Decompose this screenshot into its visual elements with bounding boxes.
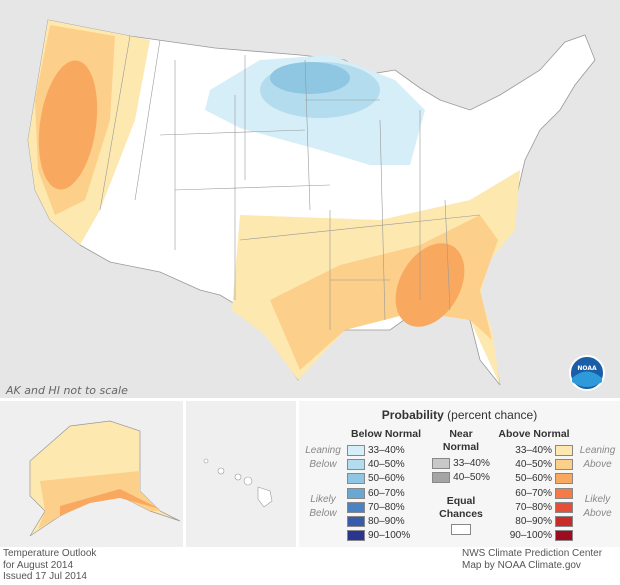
legend-label: 50–60% <box>368 473 405 485</box>
legend-swatch <box>555 501 573 513</box>
legend-swatch <box>347 487 365 499</box>
us-map: NOAA <box>0 0 620 398</box>
alaska-inset <box>0 401 183 547</box>
legend-label: 40–50% <box>453 471 490 483</box>
legend-row-above: 33–40% <box>495 443 573 457</box>
legend-label: 40–50% <box>368 458 405 470</box>
legend-label: 90–100% <box>368 530 411 542</box>
footer-left: Temperature Outlook for August 2014 Issu… <box>3 548 96 583</box>
legend-row-below: 40–50% <box>347 457 425 471</box>
equal-chances-swatch <box>451 523 471 535</box>
above-50-60-west <box>38 60 98 190</box>
above-normal-column: Above Normal 33–40% 40–50% 50–60% 60–70% 70–… <box>495 428 573 543</box>
state-borders <box>99 35 481 330</box>
legend-title: Probability (percent chance) <box>299 408 620 422</box>
legend-swatch <box>347 516 365 528</box>
legend-swatch <box>347 473 365 485</box>
legend-row-below: 60–70% <box>347 486 425 500</box>
outlook-title: Temperature Outlook <box>3 548 97 559</box>
legend-swatch <box>347 530 365 542</box>
legend-row-below: 80–90% <box>347 514 425 528</box>
legend-swatch <box>347 501 365 513</box>
below-50-60-north <box>270 62 350 94</box>
legend-swatch <box>555 487 573 499</box>
legend-label: 40–50% <box>515 458 552 470</box>
issued-date: Issued 17 Jul 2014 <box>3 571 87 582</box>
legend-swatch <box>347 444 365 456</box>
legend-row-below: 50–60% <box>347 472 425 486</box>
legend-swatch <box>555 530 573 542</box>
conus-map-svg: NOAA <box>27 19 605 391</box>
legend-row-above: 50–60% <box>495 472 573 486</box>
legend-row-below: 70–80% <box>347 500 425 514</box>
legend-row-above: 70–80% <box>495 500 573 514</box>
legend-label: 80–90% <box>368 516 405 528</box>
source-credit: NWS Climate Prediction Center <box>462 548 603 559</box>
legend-label: 70–80% <box>515 501 552 513</box>
legend-swatch <box>555 458 573 470</box>
alaska-map <box>29 420 181 537</box>
legend-title-rest: (percent chance) <box>443 408 538 422</box>
legend-swatch <box>555 444 573 456</box>
legend-label: 60–70% <box>368 487 405 499</box>
legend-row-above: 80–90% <box>495 514 573 528</box>
legend-swatch <box>432 457 451 469</box>
legend-swatch <box>555 516 573 528</box>
outlook-period: for August 2014 <box>3 559 74 571</box>
legend-row-above: 40–50% <box>495 457 573 471</box>
above-normal-heading: Above Normal <box>498 428 570 440</box>
footer-right: NWS Climate Prediction Center Map by NOA… <box>462 548 602 571</box>
below-normal-column: Below Normal 33–40% 40–50% 50–60% 60–70% 70–… <box>347 428 425 543</box>
legend-row-below: 33–40% <box>347 443 425 457</box>
scale-note: AK and HI not to scale <box>6 384 128 397</box>
above-50-60-south <box>395 243 465 327</box>
legend-label: 60–70% <box>515 487 552 499</box>
legend: Probability (percent chance) Below Norma… <box>299 401 620 547</box>
noaa-logo: NOAA <box>569 355 605 391</box>
equal-chances-heading: Equal Chances <box>439 494 483 520</box>
legend-label: 50–60% <box>515 473 552 485</box>
legend-swatch <box>555 473 573 485</box>
legend-label: 70–80% <box>368 501 405 513</box>
legend-label: 33–40% <box>453 457 490 469</box>
noaa-logo-text: NOAA <box>577 365 597 372</box>
legend-row-below: 90–100% <box>347 529 425 543</box>
legend-row-near: 33–40% <box>430 456 492 470</box>
likely-below-label: Likely Below <box>309 494 337 519</box>
legend-label: 33–40% <box>515 444 552 456</box>
map-credit: Map by NOAA Climate.gov <box>462 559 581 571</box>
legend-label: 90–100% <box>509 530 552 542</box>
legend-swatch <box>347 458 365 470</box>
hawaii-inset <box>186 401 296 547</box>
leaning-above-label: Leaning Above <box>579 445 616 470</box>
legend-label: 80–90% <box>515 516 552 528</box>
below-normal-heading: Below Normal <box>350 428 421 440</box>
legend-swatch <box>432 471 451 483</box>
hawaii-map <box>203 458 273 508</box>
leaning-below-label: Leaning Below <box>305 445 341 470</box>
legend-label: 33–40% <box>368 444 405 456</box>
likely-above-label: Likely Above <box>583 494 612 519</box>
legend-title-bold: Probability <box>381 408 444 422</box>
legend-row-above: 90–100% <box>495 529 573 543</box>
legend-row-near: 40–50% <box>430 470 492 484</box>
legend-row-above: 60–70% <box>495 486 573 500</box>
near-normal-heading: Near Normal <box>442 428 480 453</box>
near-normal-column: Near Normal 33–40% 40–50% Equal Chances <box>430 428 492 538</box>
